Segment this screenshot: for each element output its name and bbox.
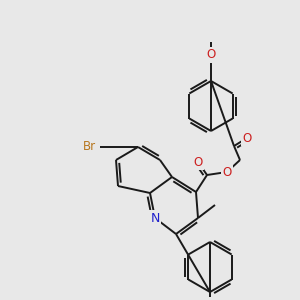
Text: O: O bbox=[206, 49, 216, 62]
Text: O: O bbox=[242, 131, 252, 145]
Text: O: O bbox=[194, 155, 202, 169]
Text: Br: Br bbox=[83, 140, 96, 154]
Text: N: N bbox=[150, 212, 160, 224]
Text: O: O bbox=[222, 166, 232, 178]
